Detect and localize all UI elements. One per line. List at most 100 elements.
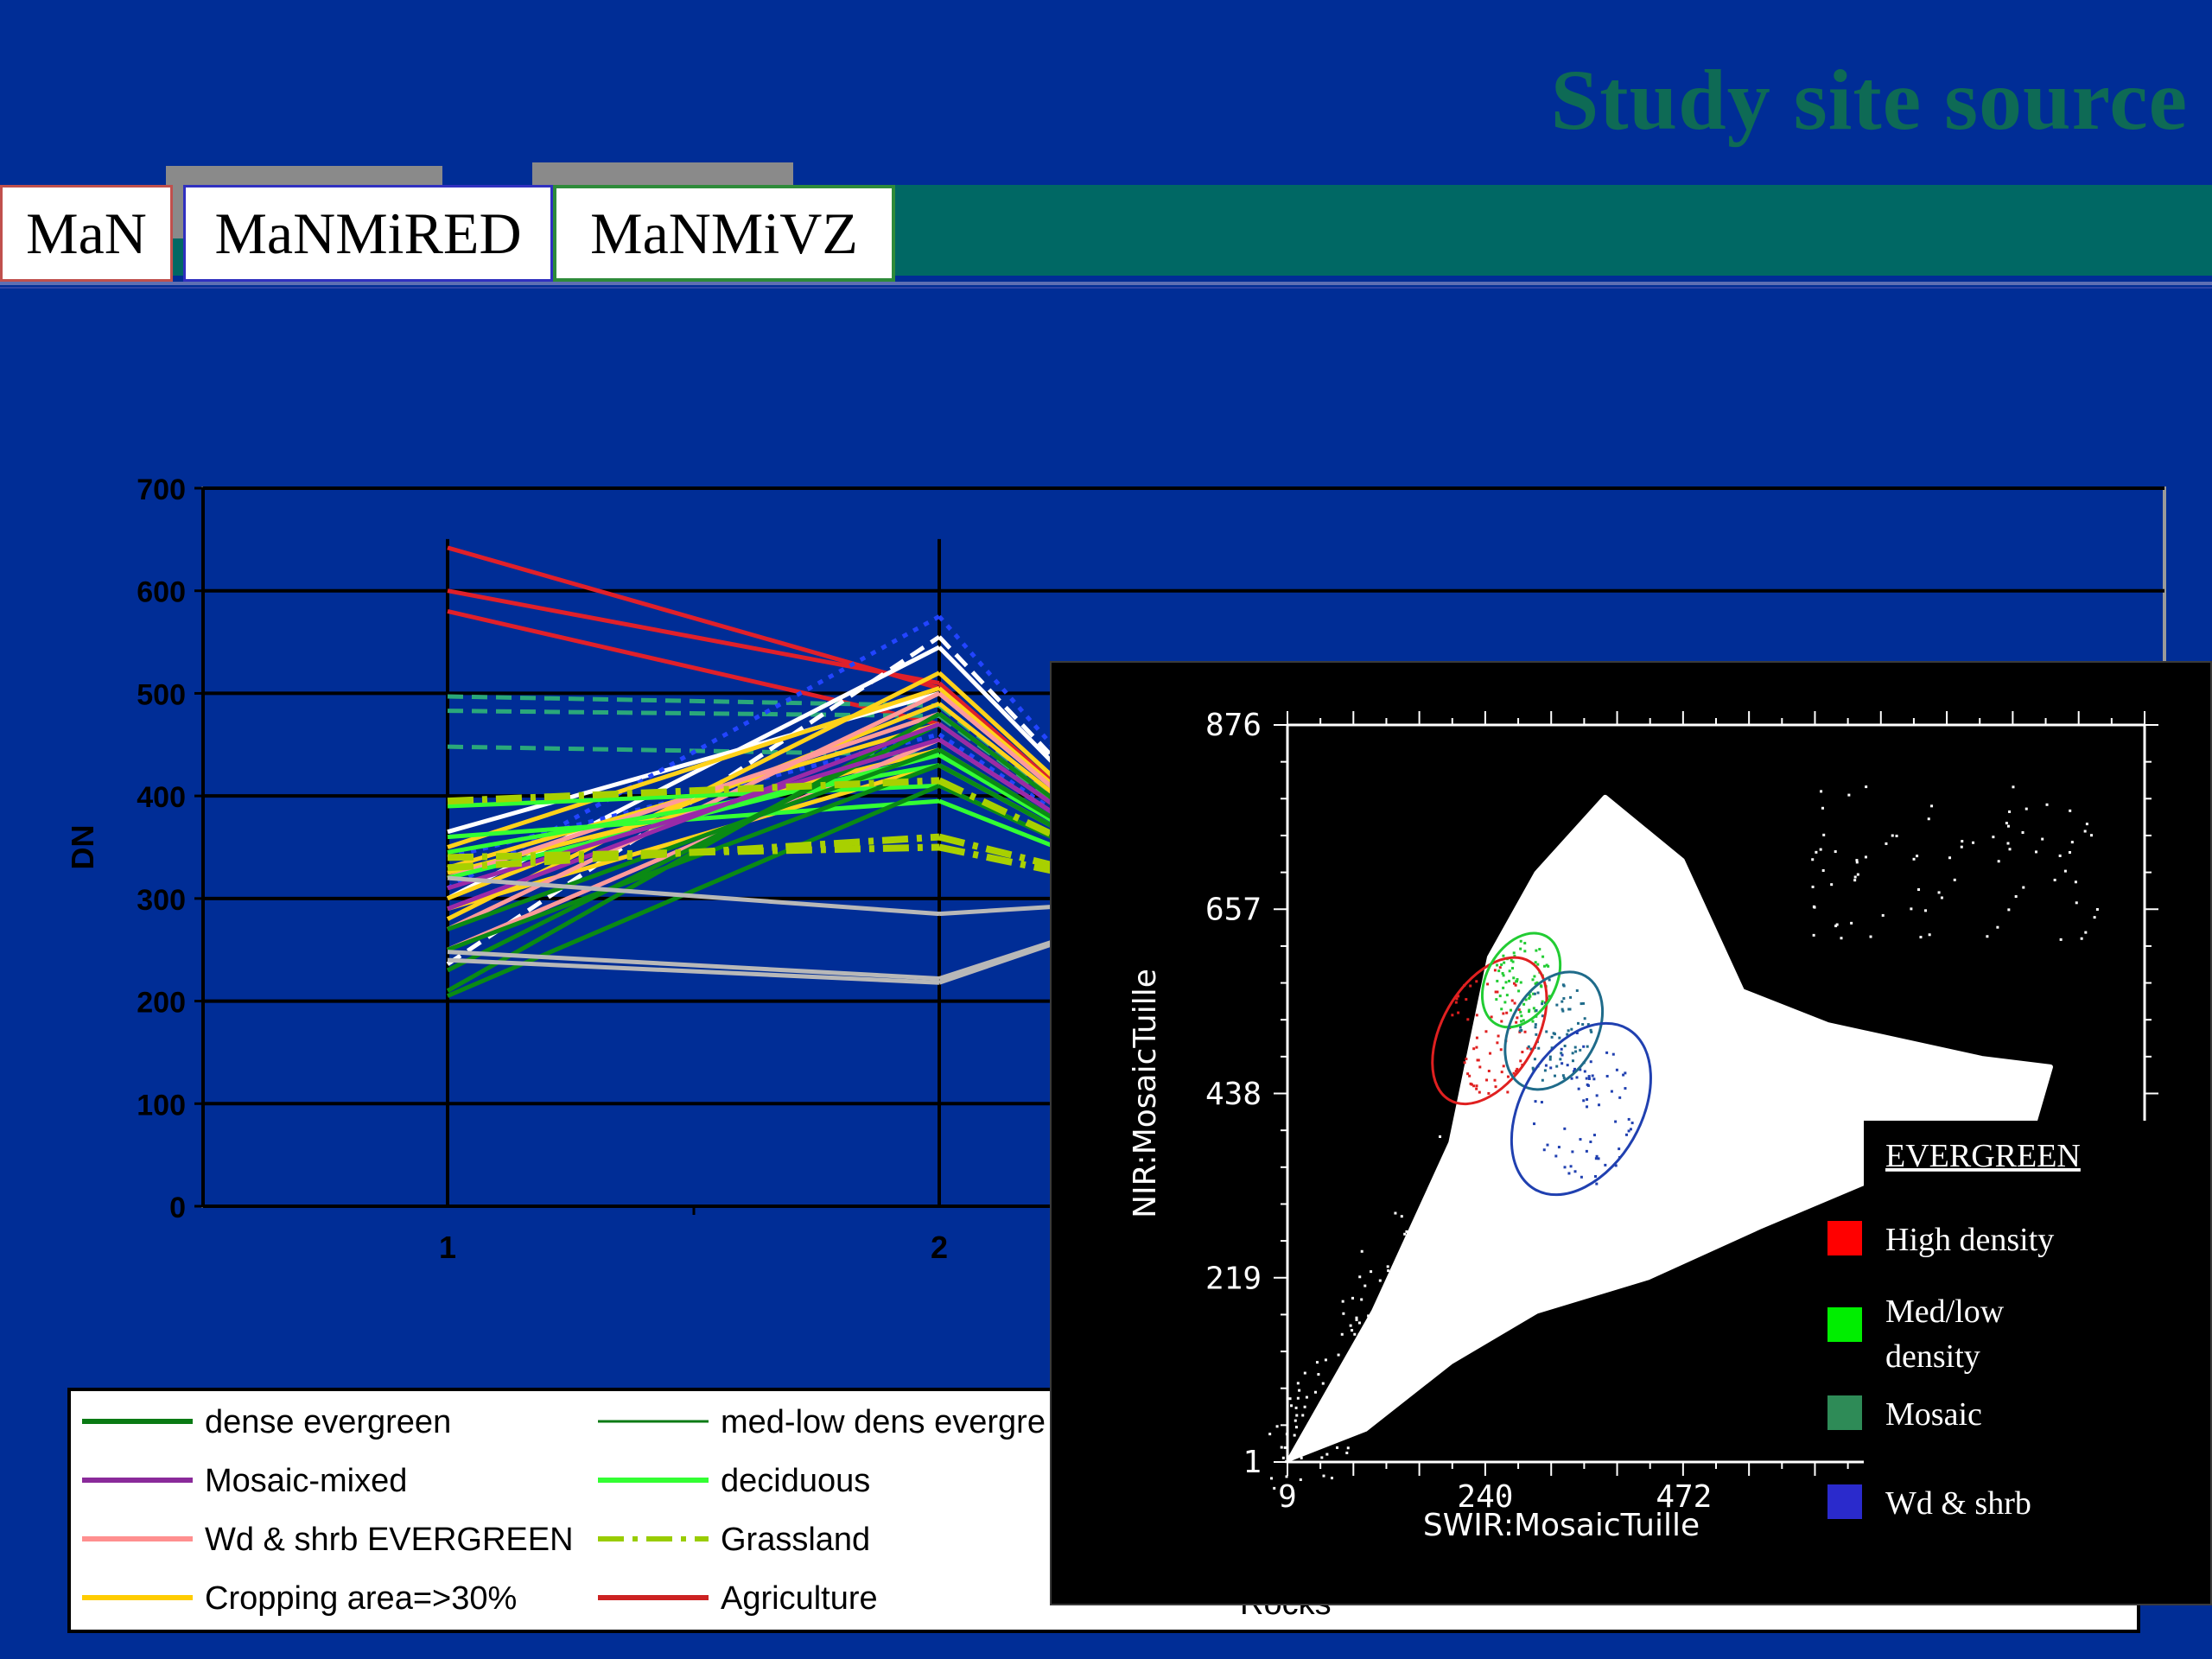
data-point: [1367, 1314, 1370, 1318]
class-point: [1475, 1084, 1478, 1088]
data-point: [1346, 1446, 1350, 1450]
series-line: [447, 763, 940, 952]
inset-legend-label: Med/low density: [1885, 1294, 2005, 1375]
data-point: [1467, 1219, 1471, 1223]
data-point: [1454, 1184, 1458, 1187]
data-point: [1459, 1169, 1463, 1173]
inset-legend-label: High density: [1885, 1222, 2054, 1258]
class-point: [1516, 977, 1519, 981]
data-point: [1516, 1140, 1519, 1143]
data-point: [2090, 834, 2094, 837]
class-point: [1502, 1065, 1505, 1068]
data-point: [1459, 1198, 1463, 1201]
data-point: [1396, 1308, 1400, 1312]
series-line: [447, 588, 940, 686]
data-point: [1459, 1107, 1463, 1110]
inset-legend-swatch: [1827, 1395, 1862, 1430]
series-line-continuation: [938, 843, 1064, 877]
class-point: [1519, 981, 1522, 984]
data-point: [1294, 1426, 1298, 1429]
class-point: [1586, 1105, 1589, 1109]
class-point: [1546, 1143, 1549, 1147]
data-point: [1439, 1135, 1442, 1138]
class-point: [1543, 964, 1547, 968]
class-point: [1576, 1021, 1580, 1025]
data-point: [2045, 803, 2049, 806]
data-point: [1395, 1319, 1399, 1322]
data-point: [1473, 1244, 1477, 1248]
data-point: [1315, 1361, 1319, 1364]
data-point: [1403, 1351, 1407, 1355]
x-tick-label: 2: [931, 1230, 948, 1265]
class-point: [1522, 1019, 1525, 1022]
class-point: [1570, 1027, 1573, 1031]
series-line-continuation: [938, 712, 1065, 809]
data-point: [1928, 933, 1931, 937]
data-point: [1510, 1113, 1513, 1116]
data-point: [1423, 1226, 1427, 1230]
series-line-continuation: [938, 686, 1065, 796]
data-point: [1367, 1353, 1370, 1357]
series-line-continuation: [938, 681, 1065, 793]
data-point: [1273, 1486, 1276, 1490]
class-point: [1517, 989, 1521, 993]
class-point: [1563, 1045, 1567, 1048]
class-point: [1469, 984, 1472, 988]
class-point: [1559, 1058, 1562, 1061]
data-point: [1405, 1230, 1408, 1233]
class-point: [1502, 1012, 1505, 1015]
y-tick-label: 700: [137, 474, 186, 506]
data-point: [1410, 1268, 1414, 1272]
header-divider: [0, 282, 2212, 285]
class-point: [1560, 1000, 1564, 1003]
data-point: [1376, 1346, 1379, 1350]
class-point: [1468, 1074, 1471, 1077]
class-point: [1533, 975, 1536, 978]
data-point: [1348, 1376, 1351, 1380]
class-point: [1533, 992, 1536, 995]
data-point: [1370, 1270, 1373, 1274]
data-point: [1429, 1262, 1433, 1265]
class-point: [1575, 988, 1579, 992]
class-point: [1587, 1077, 1591, 1080]
data-point: [1446, 1246, 1450, 1249]
class-point: [1476, 1058, 1479, 1062]
class-point: [1571, 1150, 1574, 1154]
class-point: [1516, 1016, 1519, 1020]
data-point: [1445, 1218, 1448, 1222]
series-line-continuation: [938, 737, 1065, 821]
tab-man[interactable]: MaN: [0, 185, 173, 282]
class-point: [1500, 1071, 1503, 1074]
legend-label: Grassland: [721, 1522, 870, 1558]
data-point: [1427, 1213, 1430, 1217]
data-point: [2014, 895, 2018, 899]
class-point: [1577, 1087, 1580, 1090]
class-point: [1562, 1076, 1566, 1079]
data-point: [1405, 1262, 1408, 1266]
class-point: [1500, 1007, 1503, 1011]
class-point: [1515, 1020, 1518, 1024]
data-point: [1417, 1293, 1421, 1296]
data-point: [1324, 1358, 1327, 1362]
data-point: [1997, 860, 2000, 863]
data-point: [1419, 1281, 1422, 1285]
inset-legend-swatch: [1827, 1307, 1862, 1342]
data-point: [1479, 1185, 1483, 1189]
data-point: [1303, 1371, 1306, 1375]
class-point: [1484, 1030, 1488, 1033]
data-point: [1503, 1132, 1507, 1135]
data-point: [1305, 1395, 1308, 1399]
tab-manmired[interactable]: MaNMiRED: [183, 185, 553, 282]
class-point: [1549, 1066, 1553, 1070]
class-point: [1550, 1035, 1554, 1039]
tab-manmivz[interactable]: MaNMiVZ: [553, 185, 895, 282]
data-point: [1354, 1378, 1357, 1382]
class-point: [1533, 1122, 1536, 1126]
class-point: [1534, 1023, 1537, 1027]
data-point: [1378, 1279, 1382, 1282]
data-point: [1376, 1343, 1380, 1346]
class-point: [1529, 995, 1532, 998]
class-point: [1569, 995, 1573, 999]
data-point: [1435, 1267, 1439, 1270]
data-point: [1322, 1424, 1325, 1427]
